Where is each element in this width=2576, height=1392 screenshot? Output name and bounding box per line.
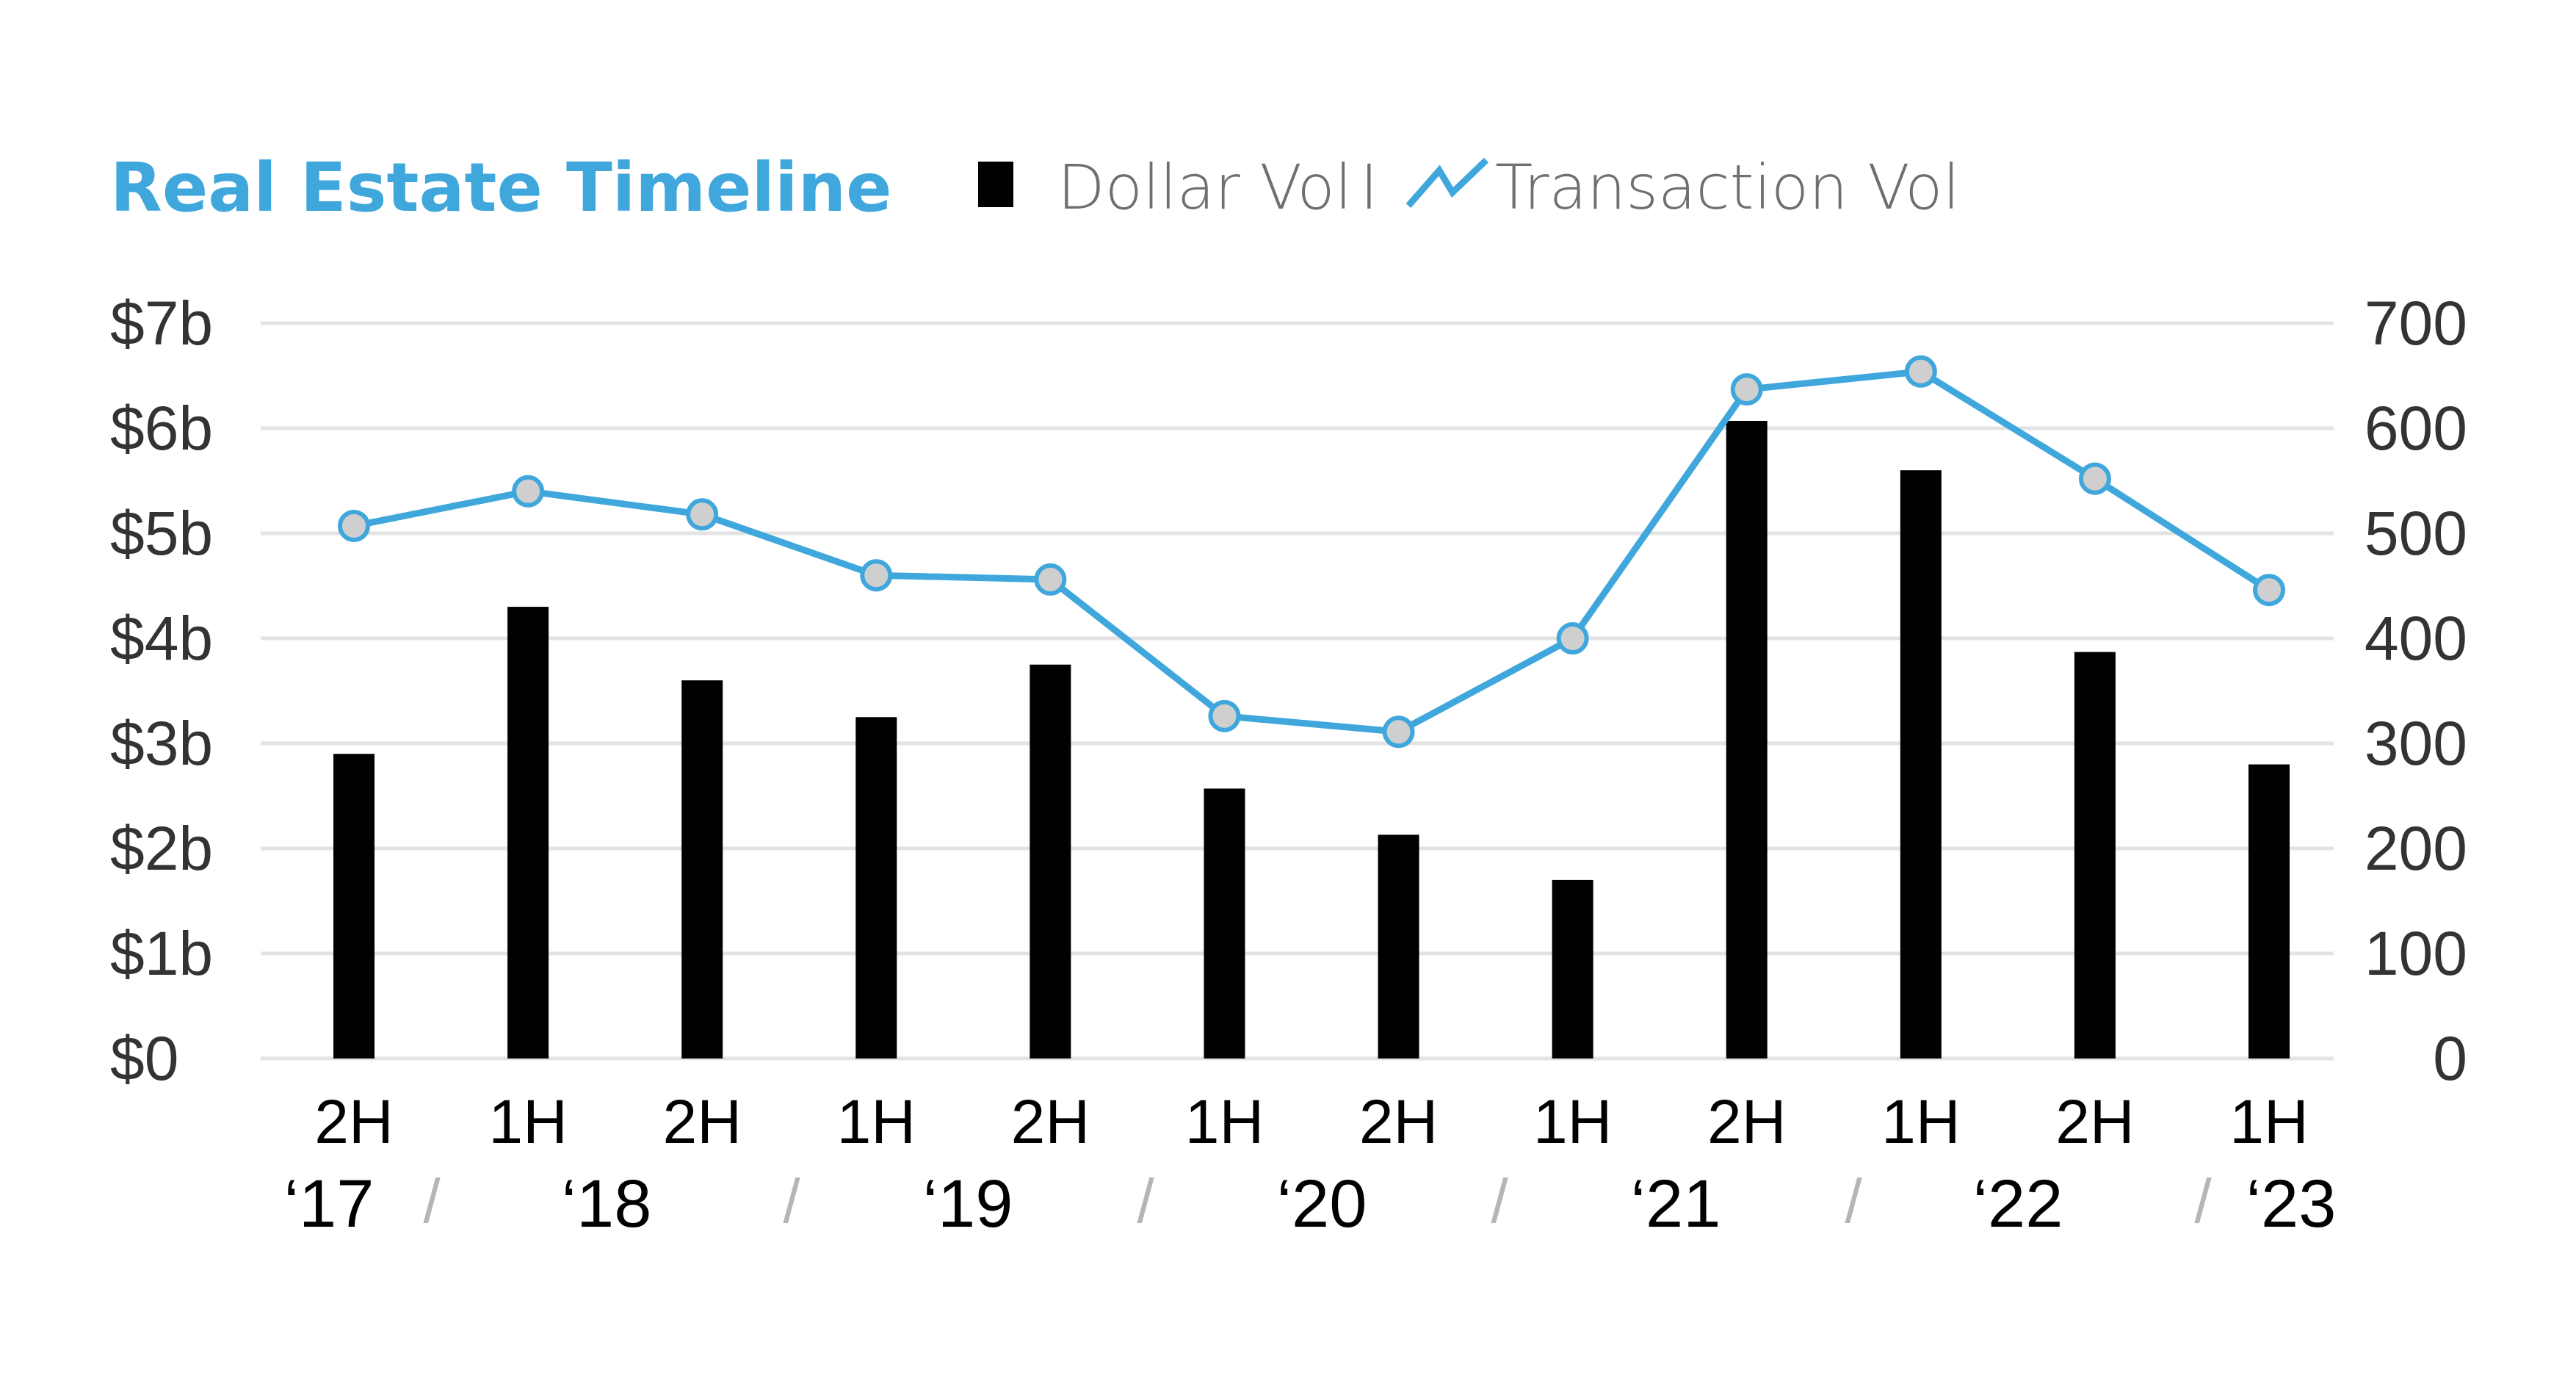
x-tick-label: 1H <box>488 1087 567 1156</box>
x-tick-label: 2H <box>2055 1087 2134 1156</box>
dollar-vol-bar <box>2248 764 2290 1059</box>
transaction-vol-marker <box>2253 574 2285 607</box>
dollar-vol-bars <box>333 420 2290 1059</box>
x-year-label: ‘20 <box>1277 1166 1367 1241</box>
transaction-vol-marker <box>1382 715 1415 749</box>
dollar-vol-bar <box>1030 664 1071 1059</box>
x-year-label: ‘21 <box>1631 1166 1721 1241</box>
legend-bar-swatch-icon <box>978 162 1013 207</box>
dollar-vol-bar <box>1204 788 1245 1059</box>
transaction-vol-marker <box>338 509 370 542</box>
year-separator: / <box>1137 1166 1154 1236</box>
legend-label-transaction-vol: Transaction Vol <box>1495 151 1960 223</box>
dollar-vol-bar <box>681 680 723 1059</box>
x-year-label: ‘23 <box>2246 1166 2337 1241</box>
y-left-tick-label: $2b <box>110 814 213 883</box>
dollar-vol-bar <box>2074 652 2116 1059</box>
transaction-vol-marker <box>512 475 545 508</box>
x-year-label: ‘17 <box>284 1166 375 1241</box>
dollar-vol-bar <box>1378 834 1419 1059</box>
transaction-vol-marker <box>1730 373 1763 406</box>
x-year-label: ‘18 <box>562 1166 652 1241</box>
x-tick-label: 1H <box>1533 1087 1612 1156</box>
transaction-vol-marker <box>1034 563 1067 596</box>
x-tick-label: 2H <box>1359 1087 1438 1156</box>
y-right-tick-label: 0 <box>2433 1024 2467 1093</box>
legend-line-swatch-icon <box>1405 157 1489 208</box>
y-right-tick-label: 300 <box>2365 709 2467 778</box>
y-left-tick-label: $4b <box>110 604 213 673</box>
y-left-tick-label: $7b <box>110 289 213 358</box>
x-tick-label: 1H <box>1185 1087 1264 1156</box>
x-year-label: ‘22 <box>1973 1166 2063 1241</box>
transaction-vol-marker <box>1208 699 1241 732</box>
y-left-tick-label: $6b <box>110 394 213 463</box>
legend-divider: I <box>1360 151 1378 223</box>
axes: $0 0 $1b 100 $2b 200 $3b 300 $4b 400 $5b 500 $6b 600 $… <box>110 289 2467 1241</box>
dollar-vol-bar <box>1900 470 1942 1059</box>
transaction-vol-marker <box>1556 622 1589 654</box>
x-tick-label: 1H <box>837 1087 916 1156</box>
x-tick-label: 2H <box>662 1087 741 1156</box>
transaction-vol-marker <box>2078 462 2111 495</box>
x-tick-label: 2H <box>1707 1087 1786 1156</box>
dollar-vol-bar <box>855 717 897 1059</box>
year-separator: / <box>423 1166 441 1236</box>
legend: Dollar Vol I Transaction Vol <box>978 151 1960 223</box>
transaction-vol-line <box>338 355 2285 749</box>
transaction-vol-marker <box>860 559 893 592</box>
dollar-vol-bar <box>333 754 375 1059</box>
year-separator: / <box>2194 1166 2212 1236</box>
gridlines <box>261 321 2334 1061</box>
dollar-vol-bar <box>507 607 549 1059</box>
transaction-vol-marker <box>1904 355 1937 388</box>
legend-label-dollar-vol: Dollar Vol <box>1057 151 1352 223</box>
y-right-tick-label: 200 <box>2365 814 2467 883</box>
y-right-tick-label: 400 <box>2365 604 2467 673</box>
y-left-tick-label: $3b <box>110 709 213 778</box>
transaction-vol-line-path <box>353 368 2271 735</box>
y-left-tick-label: $0 <box>110 1024 178 1093</box>
chart-title: Real Estate Timeline <box>110 148 891 227</box>
y-right-tick-label: 100 <box>2365 919 2467 988</box>
y-left-tick-label: $1b <box>110 919 213 988</box>
transaction-vol-marker <box>686 498 719 531</box>
x-tick-label: 1H <box>1881 1087 1960 1156</box>
y-right-tick-label: 500 <box>2365 499 2467 568</box>
year-separator: / <box>1845 1166 1862 1236</box>
y-left-tick-label: $5b <box>110 499 213 568</box>
x-year-label: ‘19 <box>923 1166 1013 1241</box>
x-tick-label: 2H <box>314 1087 393 1156</box>
year-separator: / <box>1491 1166 1508 1236</box>
x-tick-label: 2H <box>1011 1087 1090 1156</box>
dollar-vol-bar <box>1726 420 1768 1059</box>
x-tick-label: 1H <box>2229 1087 2308 1156</box>
year-separator: / <box>783 1166 800 1236</box>
dollar-vol-bar <box>1552 879 1593 1059</box>
y-right-tick-label: 600 <box>2365 394 2467 463</box>
y-right-tick-label: 700 <box>2365 289 2467 358</box>
